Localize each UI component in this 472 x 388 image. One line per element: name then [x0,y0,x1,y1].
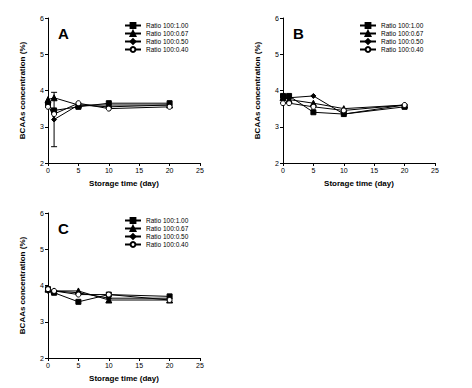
svg-text:BCAAs concentration (%): BCAAs concentration (%) [18,236,27,334]
svg-text:5: 5 [76,362,80,369]
svg-text:Ratio 100:0.50: Ratio 100:0.50 [146,233,189,240]
svg-text:25: 25 [196,362,204,369]
svg-text:0: 0 [46,167,50,174]
svg-text:B: B [293,25,304,42]
svg-text:20: 20 [401,167,409,174]
svg-text:4: 4 [40,282,44,289]
svg-text:20: 20 [166,167,174,174]
svg-text:Ratio 100:1.00: Ratio 100:1.00 [146,22,189,29]
svg-text:15: 15 [370,167,378,174]
svg-text:Ratio 100:1.00: Ratio 100:1.00 [146,217,189,224]
svg-text:BCAAs concentration (%): BCAAs concentration (%) [253,41,262,139]
svg-text:A: A [58,25,69,42]
svg-text:0: 0 [46,362,50,369]
svg-text:6: 6 [40,15,44,22]
svg-text:Ratio 100:1.00: Ratio 100:1.00 [381,22,424,29]
svg-text:C: C [58,220,69,237]
svg-text:0: 0 [281,167,285,174]
svg-text:3: 3 [40,123,44,130]
svg-text:2: 2 [40,160,44,167]
svg-text:Storage time (day): Storage time (day) [324,179,394,188]
svg-text:Ratio 100:0.67: Ratio 100:0.67 [146,225,189,232]
svg-text:25: 25 [431,167,439,174]
svg-text:5: 5 [275,51,279,58]
svg-text:BCAAs concentration (%): BCAAs concentration (%) [18,41,27,139]
svg-text:Storage time (day): Storage time (day) [89,374,159,383]
svg-text:15: 15 [135,167,143,174]
svg-text:2: 2 [40,355,44,362]
svg-text:15: 15 [135,362,143,369]
svg-text:Ratio 100:0.40: Ratio 100:0.40 [146,241,189,248]
svg-text:Storage time (day): Storage time (day) [89,179,159,188]
svg-text:5: 5 [40,51,44,58]
svg-text:Ratio 100:0.50: Ratio 100:0.50 [381,38,424,45]
svg-text:Ratio 100:0.50: Ratio 100:0.50 [146,38,189,45]
svg-text:10: 10 [105,362,113,369]
svg-text:5: 5 [311,167,315,174]
svg-text:4: 4 [275,87,279,94]
svg-text:6: 6 [275,15,279,22]
svg-text:10: 10 [105,167,113,174]
svg-text:3: 3 [40,318,44,325]
svg-text:Ratio 100:0.67: Ratio 100:0.67 [381,30,424,37]
svg-text:10: 10 [340,167,348,174]
svg-text:20: 20 [166,362,174,369]
svg-text:4: 4 [40,87,44,94]
svg-text:5: 5 [76,167,80,174]
svg-text:Ratio 100:0.40: Ratio 100:0.40 [381,46,424,53]
svg-text:Ratio 100:0.40: Ratio 100:0.40 [146,46,189,53]
svg-text:Ratio 100:0.67: Ratio 100:0.67 [146,30,189,37]
svg-text:3: 3 [275,123,279,130]
svg-text:6: 6 [40,210,44,217]
svg-text:25: 25 [196,167,204,174]
svg-text:2: 2 [275,160,279,167]
svg-text:5: 5 [40,246,44,253]
